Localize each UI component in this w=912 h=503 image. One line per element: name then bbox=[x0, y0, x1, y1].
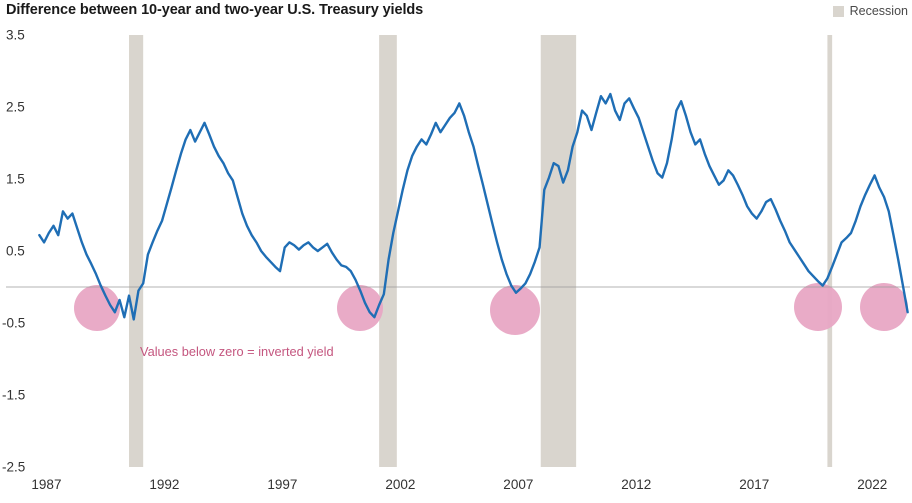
inversion-highlight-circle bbox=[337, 285, 383, 331]
x-axis-tick-label: 1992 bbox=[149, 477, 180, 492]
y-axis-tick-label: 2.5 bbox=[6, 99, 25, 115]
recession-band bbox=[379, 35, 397, 467]
x-axis-tick-label: 2007 bbox=[503, 477, 534, 492]
x-axis-tick-label: 2012 bbox=[621, 477, 652, 492]
x-axis-tick-label: 2017 bbox=[739, 477, 770, 492]
y-axis-tick-label: 3.5 bbox=[6, 27, 25, 43]
inversion-highlights-group bbox=[74, 283, 908, 335]
inversion-highlight-circle bbox=[74, 285, 120, 331]
x-axis-tick-label: 2022 bbox=[857, 477, 888, 492]
x-axis-tick-label: 1987 bbox=[31, 477, 62, 492]
inversion-highlight-circle bbox=[860, 283, 908, 331]
recession-band bbox=[129, 35, 144, 467]
recession-band bbox=[827, 35, 833, 467]
x-axis-tick-label: 2002 bbox=[385, 477, 416, 492]
y-axis-tick-label: 0.5 bbox=[6, 243, 25, 259]
x-axis-tick-label: 1997 bbox=[267, 477, 298, 492]
inversion-highlight-circle bbox=[490, 285, 540, 335]
y-axis-tick-label: 1.5 bbox=[6, 171, 25, 187]
y-axis-tick-label: -0.5 bbox=[2, 315, 26, 331]
data-line-series bbox=[38, 92, 909, 321]
page-title: Difference between 10-year and two-year … bbox=[6, 2, 424, 18]
recession-legend-label: Recession bbox=[849, 4, 908, 18]
chart-annotation-text: Values below zero = inverted yield bbox=[140, 344, 334, 359]
chart-legend: Recession bbox=[832, 4, 908, 18]
recession-band bbox=[540, 35, 577, 467]
recession-bands-group bbox=[129, 35, 833, 467]
y-axis-tick-label: -2.5 bbox=[2, 459, 26, 475]
recession-legend-swatch bbox=[832, 5, 844, 17]
y-axis-tick-label: -1.5 bbox=[2, 387, 26, 403]
inversion-highlight-circle bbox=[794, 283, 842, 331]
